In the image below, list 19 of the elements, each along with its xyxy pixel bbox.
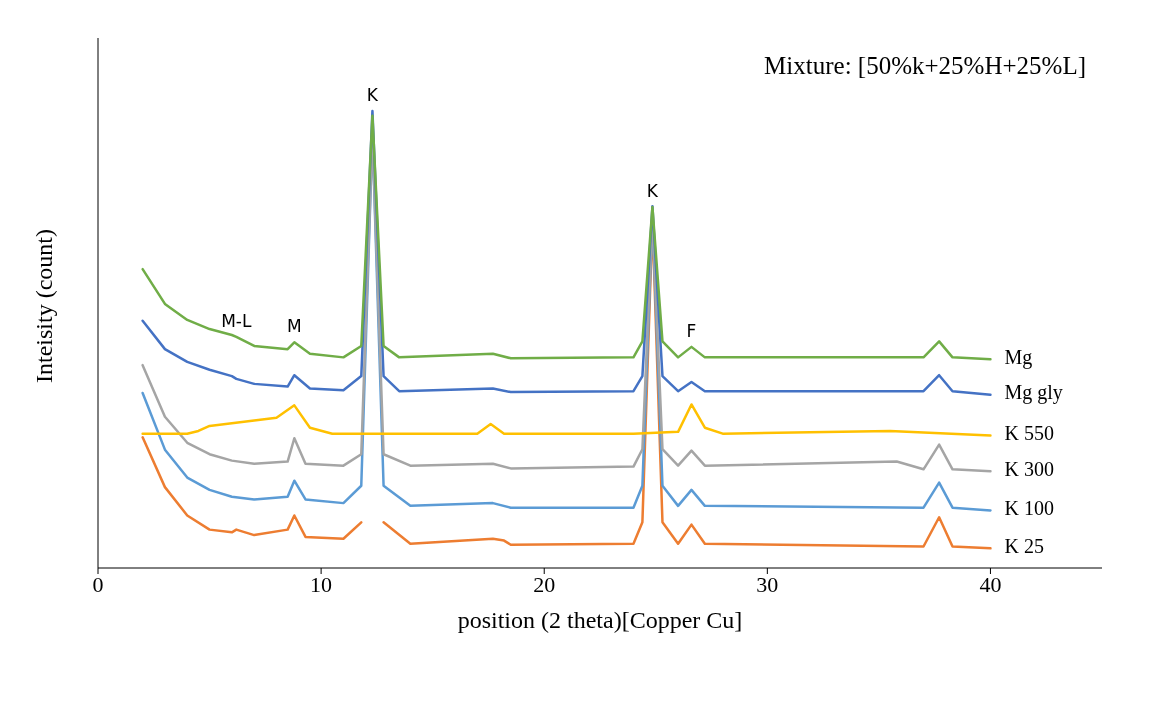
series-label: K 300 [1004,457,1054,480]
series-label: Mg [1004,345,1033,369]
annotation: M-L [221,310,252,331]
series-label: Mg gly [1004,381,1063,405]
x-axis-title: position (2 theta)[Copper Cu] [457,607,743,633]
annotation: K [646,181,659,202]
x-tick-label: 20 [533,571,556,597]
series-label: K 100 [1004,497,1054,520]
chart-title: Mixture: [50%k+25%H+25%L] [764,52,1086,80]
x-tick-label: 0 [92,571,104,597]
x-tick-label: 40 [979,571,1002,597]
x-tick-label: 30 [756,571,779,597]
annotation: M [287,316,302,337]
annotation: F [686,320,697,341]
x-tick-label: 10 [310,571,333,597]
series-label: K 550 [1004,422,1054,445]
annotation: K [366,85,379,106]
series-label: K 25 [1004,534,1044,557]
y-axis-title: Inteisity (count) [30,229,57,383]
